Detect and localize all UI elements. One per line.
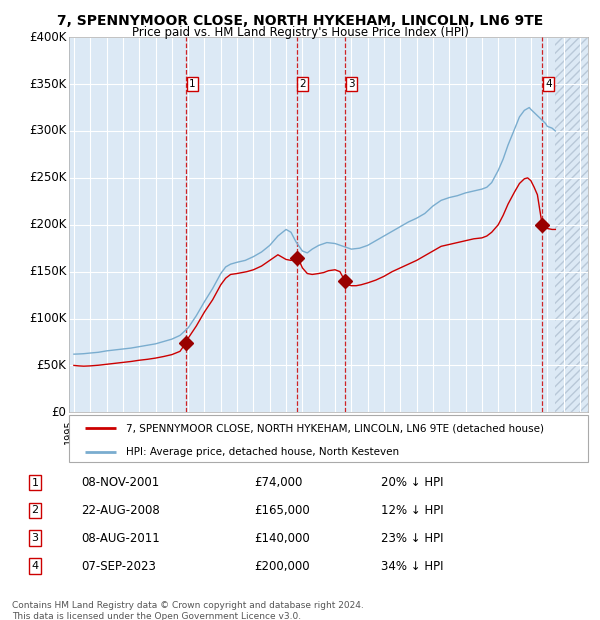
Text: 3: 3 bbox=[348, 79, 355, 89]
Text: 2019: 2019 bbox=[455, 419, 466, 444]
Text: 2010: 2010 bbox=[309, 419, 319, 444]
Text: 1995: 1995 bbox=[64, 419, 74, 444]
Text: 08-AUG-2011: 08-AUG-2011 bbox=[81, 532, 160, 545]
Text: 2008: 2008 bbox=[276, 419, 286, 444]
Text: 2023: 2023 bbox=[521, 419, 531, 444]
Text: £300K: £300K bbox=[29, 125, 67, 138]
Text: £140,000: £140,000 bbox=[254, 532, 310, 545]
Text: 2014: 2014 bbox=[374, 419, 384, 444]
Text: 2000: 2000 bbox=[146, 419, 155, 444]
Text: 20% ↓ HPI: 20% ↓ HPI bbox=[380, 476, 443, 489]
Text: 2024: 2024 bbox=[537, 419, 547, 444]
Text: 1997: 1997 bbox=[97, 419, 107, 444]
Text: 1998: 1998 bbox=[113, 419, 123, 443]
Text: 2001: 2001 bbox=[162, 419, 172, 444]
Text: 2016: 2016 bbox=[407, 419, 416, 444]
Text: £100K: £100K bbox=[29, 312, 67, 325]
Text: 2003: 2003 bbox=[194, 419, 205, 444]
Text: 2026: 2026 bbox=[570, 419, 580, 444]
Text: 22-AUG-2008: 22-AUG-2008 bbox=[81, 504, 160, 517]
Text: 2002: 2002 bbox=[178, 419, 188, 444]
FancyBboxPatch shape bbox=[69, 415, 588, 462]
Text: 2011: 2011 bbox=[325, 419, 335, 444]
Text: 08-NOV-2001: 08-NOV-2001 bbox=[81, 476, 160, 489]
Text: £165,000: £165,000 bbox=[254, 504, 310, 517]
Text: 2007: 2007 bbox=[260, 419, 270, 444]
Text: £350K: £350K bbox=[29, 78, 67, 91]
Text: £50K: £50K bbox=[37, 359, 67, 372]
Text: 1996: 1996 bbox=[80, 419, 90, 443]
Text: 1: 1 bbox=[189, 79, 196, 89]
Text: £250K: £250K bbox=[29, 171, 67, 184]
Text: 34% ↓ HPI: 34% ↓ HPI bbox=[380, 559, 443, 572]
Text: £400K: £400K bbox=[29, 31, 67, 43]
Text: Contains HM Land Registry data © Crown copyright and database right 2024.
This d: Contains HM Land Registry data © Crown c… bbox=[12, 601, 364, 620]
Text: 2013: 2013 bbox=[358, 419, 368, 444]
Text: 23% ↓ HPI: 23% ↓ HPI bbox=[380, 532, 443, 545]
Text: HPI: Average price, detached house, North Kesteven: HPI: Average price, detached house, Nort… bbox=[126, 446, 399, 457]
Text: 2017: 2017 bbox=[423, 419, 433, 444]
Text: 07-SEP-2023: 07-SEP-2023 bbox=[81, 559, 156, 572]
Text: 2: 2 bbox=[299, 79, 306, 89]
Text: 2021: 2021 bbox=[488, 419, 498, 444]
Text: 2006: 2006 bbox=[244, 419, 253, 444]
Text: 3: 3 bbox=[32, 533, 38, 543]
Text: 2015: 2015 bbox=[391, 419, 400, 444]
Text: 2022: 2022 bbox=[505, 419, 515, 444]
Text: 12% ↓ HPI: 12% ↓ HPI bbox=[380, 504, 443, 517]
Text: 1999: 1999 bbox=[129, 419, 139, 443]
Text: £200K: £200K bbox=[29, 218, 67, 231]
Text: £0: £0 bbox=[52, 406, 67, 419]
Text: 2020: 2020 bbox=[472, 419, 482, 444]
Text: 2018: 2018 bbox=[439, 419, 449, 444]
Text: 2005: 2005 bbox=[227, 419, 237, 444]
Text: 7, SPENNYMOOR CLOSE, NORTH HYKEHAM, LINCOLN, LN6 9TE: 7, SPENNYMOOR CLOSE, NORTH HYKEHAM, LINC… bbox=[57, 14, 543, 28]
Text: Price paid vs. HM Land Registry's House Price Index (HPI): Price paid vs. HM Land Registry's House … bbox=[131, 26, 469, 39]
Text: 7, SPENNYMOOR CLOSE, NORTH HYKEHAM, LINCOLN, LN6 9TE (detached house): 7, SPENNYMOOR CLOSE, NORTH HYKEHAM, LINC… bbox=[126, 423, 544, 433]
Text: 2: 2 bbox=[31, 505, 38, 515]
Text: £74,000: £74,000 bbox=[254, 476, 302, 489]
Text: 4: 4 bbox=[545, 79, 552, 89]
Text: 2009: 2009 bbox=[292, 419, 302, 444]
Text: £150K: £150K bbox=[29, 265, 67, 278]
Text: 2004: 2004 bbox=[211, 419, 221, 444]
Text: 1: 1 bbox=[32, 477, 38, 487]
Text: 2012: 2012 bbox=[341, 419, 352, 444]
Text: £200,000: £200,000 bbox=[254, 559, 310, 572]
Text: 4: 4 bbox=[31, 561, 38, 571]
Text: 2025: 2025 bbox=[554, 419, 563, 444]
